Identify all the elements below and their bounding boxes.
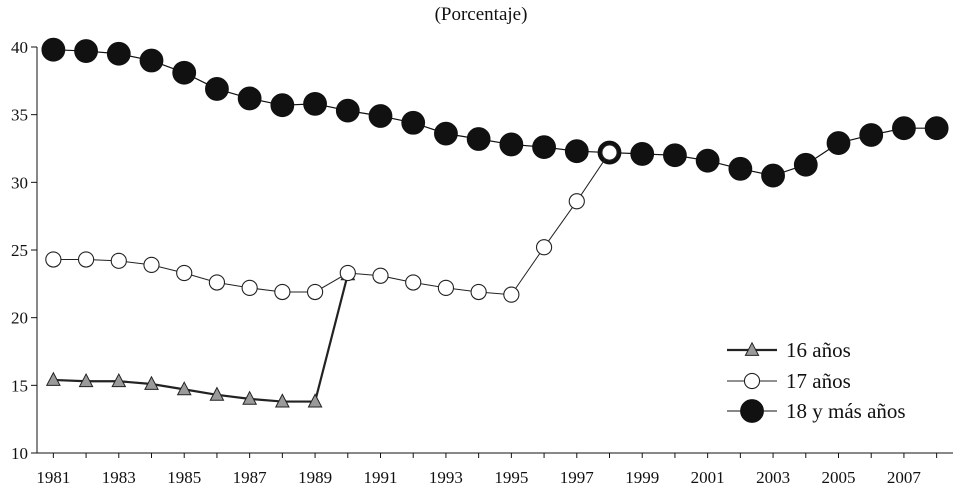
y-tick-label: 35	[11, 106, 28, 125]
data-point-filled-circle	[303, 91, 327, 116]
data-point-triangle	[45, 371, 61, 386]
data-point-open-circle	[568, 193, 585, 210]
data-point-filled-circle	[532, 135, 556, 160]
y-tick-label: 10	[11, 444, 28, 463]
legend-label-open-circle: 17 años	[786, 369, 851, 393]
legend-label-triangle: 16 años	[786, 338, 851, 362]
x-tick-label: 2003	[756, 468, 790, 487]
data-point-filled-circle	[728, 156, 753, 181]
data-point-filled-circle	[41, 37, 66, 62]
data-point-filled-circle	[335, 98, 360, 123]
y-tick-label: 20	[11, 309, 28, 328]
data-point-open-circle	[77, 251, 95, 268]
data-point-triangle	[307, 393, 323, 408]
data-point-filled-circle	[564, 139, 589, 164]
data-point-open-circle	[241, 279, 258, 297]
series-filled-circle	[41, 37, 949, 188]
data-point-open-circle	[470, 283, 487, 301]
data-point-triangle	[242, 390, 258, 405]
data-point-filled-circle	[924, 116, 949, 141]
data-point-filled-circle	[630, 142, 655, 166]
data-point-filled-circle	[139, 48, 164, 73]
data-point-triangle	[176, 381, 192, 396]
data-point-filled-circle	[270, 93, 295, 118]
data-point-triangle	[209, 386, 225, 401]
data-point-open-circle	[405, 274, 422, 291]
series-layer	[41, 37, 949, 408]
data-point-open-circle	[535, 239, 553, 256]
data-point-triangle	[78, 372, 94, 388]
y-tick-label: 40	[11, 38, 28, 57]
data-point-filled-circle	[74, 39, 98, 63]
x-tick-label: 2007	[887, 468, 922, 487]
legend-marker-filled-circle	[740, 399, 764, 423]
data-point-filled-circle	[401, 110, 426, 135]
data-point-filled-circle	[434, 121, 458, 146]
data-point-open-circle	[503, 286, 520, 303]
data-point-filled-circle	[106, 41, 131, 66]
legend-label-filled-circle: 18 y más años	[786, 399, 906, 423]
data-point-open-circle	[601, 144, 618, 161]
x-tick-label: 2001	[691, 468, 725, 487]
data-point-filled-circle	[826, 131, 851, 155]
x-tick-label: 1995	[494, 468, 528, 487]
x-tick-label: 1985	[167, 468, 201, 487]
data-point-open-circle	[110, 252, 127, 269]
data-point-filled-circle	[237, 86, 262, 111]
data-point-filled-circle	[761, 163, 785, 188]
series-line-triangle	[53, 274, 349, 403]
x-tick-label: 1981	[36, 468, 70, 487]
x-tick-label: 1991	[364, 468, 398, 487]
data-point-filled-circle	[695, 148, 720, 173]
legend: 16 años 17 años 18 y más años	[727, 338, 906, 423]
data-point-open-circle	[372, 267, 389, 284]
x-tick-label: 1987	[233, 468, 268, 487]
data-point-open-circle	[45, 251, 62, 268]
data-point-filled-circle	[499, 132, 524, 157]
data-point-open-circle	[437, 279, 455, 297]
x-tick-label: 1983	[102, 468, 136, 487]
data-point-filled-circle	[368, 104, 393, 128]
data-point-filled-circle	[205, 77, 229, 101]
data-point-open-circle	[208, 274, 226, 291]
chart-subtitle: (Porcentaje)	[435, 4, 528, 25]
data-point-open-circle	[306, 283, 324, 301]
data-point-open-circle	[176, 264, 193, 282]
y-tick-label: 15	[11, 376, 28, 395]
data-point-open-circle	[339, 264, 356, 282]
data-point-filled-circle	[793, 152, 818, 177]
y-tick-label: 25	[11, 241, 28, 260]
series-line-open-circle	[53, 152, 610, 296]
x-tick-label: 1999	[625, 468, 659, 487]
data-point-filled-circle	[466, 127, 491, 151]
x-tick-label: 1997	[560, 468, 595, 487]
data-point-triangle	[111, 372, 127, 388]
legend-marker-triangle	[744, 341, 760, 356]
series-line-filled-circle	[53, 49, 937, 177]
data-point-filled-circle	[892, 116, 916, 141]
data-point-filled-circle	[663, 143, 687, 168]
data-point-triangle	[144, 375, 159, 390]
x-tick-label: 2005	[822, 468, 856, 487]
data-point-open-circle	[274, 283, 291, 301]
data-point-open-circle	[143, 256, 160, 273]
data-point-filled-circle	[859, 123, 884, 147]
legend-marker-open-circle	[743, 372, 761, 390]
data-point-filled-circle	[172, 60, 197, 85]
x-tick-label: 1993	[429, 468, 463, 487]
data-point-triangle	[274, 393, 290, 408]
axes: 10 15 20 25 30 35 40 1981 1983 1985 1987 1989 1991 19…	[11, 38, 953, 487]
y-tick-label: 30	[11, 173, 28, 192]
series-open-circle	[45, 144, 618, 303]
x-tick-label: 1989	[298, 468, 332, 487]
